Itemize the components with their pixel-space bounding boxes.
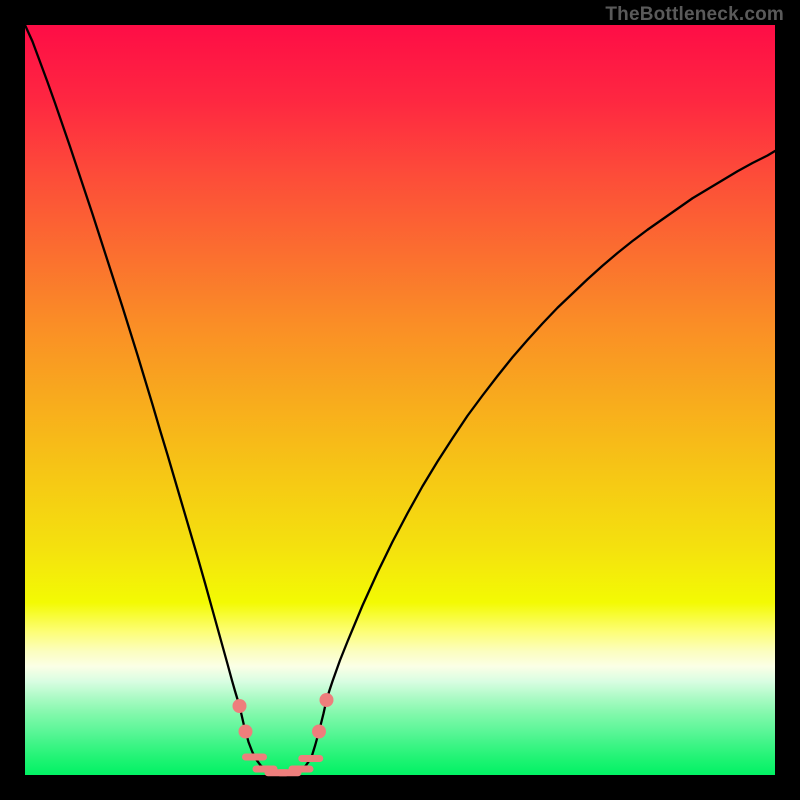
watermark-label: TheBottleneck.com bbox=[605, 4, 784, 26]
marker-dot bbox=[312, 725, 326, 739]
marker-dot bbox=[233, 699, 247, 713]
chart-container: TheBottleneck.com bbox=[0, 0, 800, 800]
marker-dot bbox=[239, 725, 253, 739]
bottleneck-chart bbox=[0, 0, 800, 800]
plot-background bbox=[25, 25, 775, 775]
marker-dot bbox=[320, 693, 334, 707]
